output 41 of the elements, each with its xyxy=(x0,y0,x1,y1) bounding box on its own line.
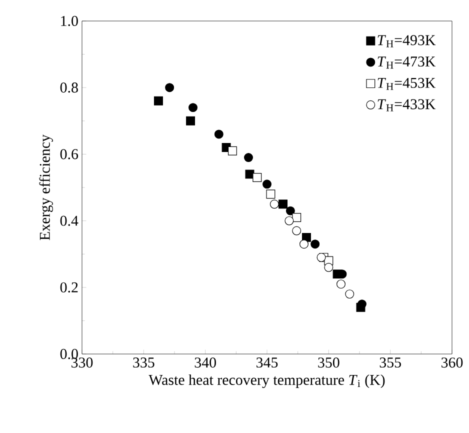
x-tick-label: 330 xyxy=(72,358,93,368)
y-tick-label: 0.4 xyxy=(60,216,78,226)
x-tick-label: 345 xyxy=(256,358,278,368)
point xyxy=(316,252,326,262)
y-tick-label: 0.6 xyxy=(60,149,78,160)
point xyxy=(278,200,288,209)
x-tick-label: 355 xyxy=(380,358,401,368)
point xyxy=(252,173,262,182)
point xyxy=(270,200,279,209)
point xyxy=(310,240,320,249)
y-axis-title: Exergy efficiency xyxy=(39,134,53,240)
point xyxy=(154,96,163,106)
point xyxy=(186,116,196,126)
legend-label: T$_{H}$=453K xyxy=(378,78,436,90)
point xyxy=(324,262,334,272)
point xyxy=(292,226,302,236)
point xyxy=(336,280,346,289)
point xyxy=(292,212,302,222)
point xyxy=(284,216,294,226)
x-axis-title: Waste heat recovery temperature T$_{i}$ (K) xyxy=(148,374,385,388)
point xyxy=(228,146,237,156)
x-tick-label: 335 xyxy=(133,358,154,368)
y-tick-label: 0.0 xyxy=(60,348,78,360)
point xyxy=(300,240,308,249)
point xyxy=(244,153,253,162)
legend-label: T$_{H}$=493K xyxy=(378,35,436,48)
y-tick-label: 0.2 xyxy=(60,282,78,292)
legend-label: T$_{H}$=473K xyxy=(378,56,436,69)
x-tick-label: 340 xyxy=(194,358,216,368)
point xyxy=(165,83,174,92)
point xyxy=(345,290,354,299)
point xyxy=(188,103,198,112)
point xyxy=(286,206,295,216)
point xyxy=(214,130,224,139)
point xyxy=(262,180,272,189)
point xyxy=(266,190,276,199)
legend-label: T$_{H}$=433K xyxy=(378,99,436,112)
x-tick-label: 360 xyxy=(442,358,463,368)
x-tick-label: 350 xyxy=(318,358,340,368)
y-tick-label: 0.8 xyxy=(60,82,78,93)
y-tick-label: 1.0 xyxy=(61,16,78,26)
